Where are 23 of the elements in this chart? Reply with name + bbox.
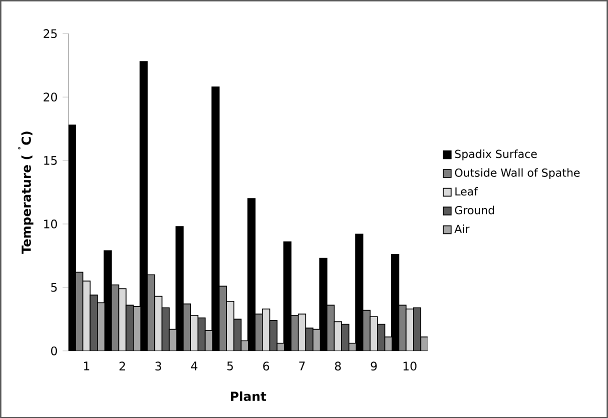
x-tick-label: 2 (120, 361, 125, 370)
legend-label: Air (454, 224, 470, 233)
x-tick-label: 8 (334, 361, 341, 370)
x-tick-label: 1 (84, 361, 90, 370)
x-tick-label: 9 (370, 361, 377, 370)
y-tick-label: 10 (44, 219, 57, 228)
legend-label: Ground (454, 206, 494, 214)
y-tick-label: 0 (51, 346, 57, 356)
legend-label: Outside Wall of Spathe (454, 168, 580, 179)
y-tick-label: 25 (44, 28, 57, 38)
y-axis-title: Temperature ( $^{˚}$C) (18, 131, 34, 254)
y-tick-label: 5 (51, 282, 57, 292)
y-tick-label: 20 (44, 92, 57, 102)
x-tick-label: 7 (299, 361, 305, 370)
x-axis-title: Plant (231, 391, 266, 401)
x-tick-label: 10 (404, 361, 416, 370)
x-tick-label: 5 (227, 361, 233, 370)
x-tick-label: 6 (263, 361, 270, 370)
legend-label: Leaf (455, 186, 478, 196)
legend-label: Spadix Surface (455, 149, 537, 160)
x-tick-label: 3 (155, 361, 162, 370)
y-tick-label: 15 (44, 156, 57, 165)
x-tick-label: 4 (191, 361, 198, 370)
